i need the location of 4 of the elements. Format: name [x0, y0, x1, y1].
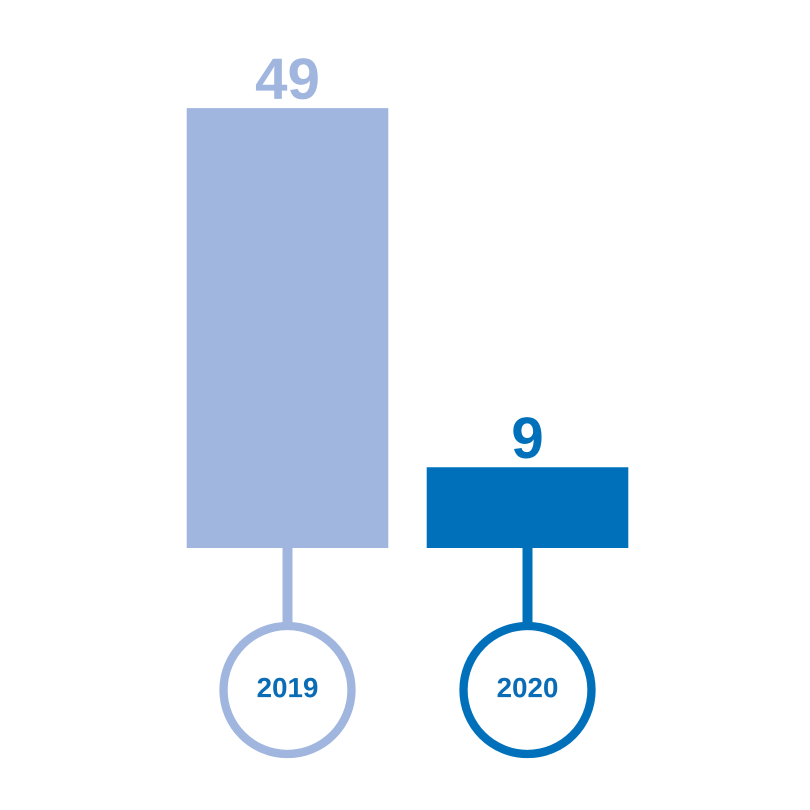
- x-tick-label: 2020: [498, 678, 558, 698]
- data-label: 9: [513, 417, 542, 458]
- x-tick-label: 2019: [258, 678, 318, 698]
- data-label: 49: [256, 58, 318, 100]
